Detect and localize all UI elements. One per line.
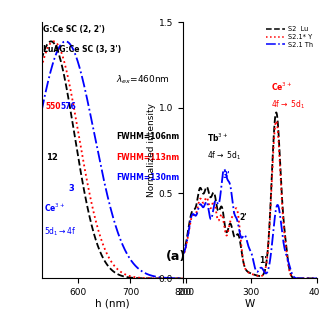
Text: 4f$\to$ 5d$_1$: 4f$\to$ 5d$_1$ <box>271 99 305 111</box>
Text: 3': 3' <box>222 171 230 180</box>
X-axis label: h (nm): h (nm) <box>95 299 129 308</box>
Text: 1: 1 <box>46 153 52 162</box>
X-axis label: W: W <box>244 299 255 308</box>
Text: 2: 2 <box>51 153 57 162</box>
Text: 4f$\to$ 5d$_1$: 4f$\to$ 5d$_1$ <box>207 150 241 163</box>
Text: $\lambda_{ex}$=460nm: $\lambda_{ex}$=460nm <box>116 74 170 86</box>
Text: 2': 2' <box>240 213 247 222</box>
Text: 1': 1' <box>259 256 267 265</box>
Text: (a): (a) <box>166 251 186 263</box>
Text: FWHM=130nm: FWHM=130nm <box>116 173 180 182</box>
Text: 576: 576 <box>60 102 76 111</box>
Text: 3: 3 <box>69 184 75 193</box>
Text: LuAG:Ce SC (3, 3'): LuAG:Ce SC (3, 3') <box>43 45 121 54</box>
Text: G:Ce SC (2, 2'): G:Ce SC (2, 2') <box>43 25 105 34</box>
Text: 5d$_1$$\to$4f: 5d$_1$$\to$4f <box>44 226 77 238</box>
Text: FWHM=106nm: FWHM=106nm <box>116 132 180 141</box>
Text: Ce$^{3+}$: Ce$^{3+}$ <box>44 202 66 214</box>
Text: Tb$^{3+}$: Tb$^{3+}$ <box>207 132 228 144</box>
Text: FWHM=113nm: FWHM=113nm <box>116 153 180 162</box>
Text: 550: 550 <box>45 102 60 111</box>
Text: Ce$^{3+}$: Ce$^{3+}$ <box>271 80 292 93</box>
Y-axis label: Normalized intensity: Normalized intensity <box>147 103 156 197</box>
Legend: S2  Lu, S2.1* Y, S2.1 Th: S2 Lu, S2.1* Y, S2.1 Th <box>266 26 314 48</box>
